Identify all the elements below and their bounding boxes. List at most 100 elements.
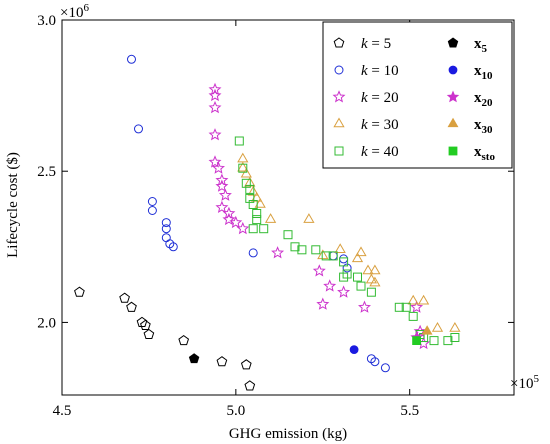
legend-marker-circle	[334, 65, 344, 75]
svg-text:×105: ×105	[510, 373, 539, 392]
data-point-circle	[168, 242, 178, 252]
data-point-square	[443, 336, 453, 346]
data-point-square	[259, 224, 269, 234]
data-points	[74, 54, 461, 391]
data-point-pentagon	[74, 286, 85, 297]
data-point-star	[222, 212, 236, 226]
svg-text:×106: ×106	[60, 2, 89, 21]
data-point-star	[208, 88, 222, 102]
data-point-circle	[248, 248, 258, 258]
data-point-star	[271, 246, 285, 259]
data-point-square	[339, 272, 349, 282]
data-point-pentagon	[216, 356, 228, 367]
data-point-triangle	[431, 321, 444, 332]
data-point-pentagon	[240, 359, 252, 370]
data-point-square	[394, 302, 404, 312]
legend-label: x5	[474, 36, 488, 55]
data-point-square	[238, 163, 248, 173]
legend-marker-triangle-filled	[447, 117, 459, 128]
legend: k = 5 k = 10 k = 20 k = 30 k = 40 x5 x10 x20 x30…	[322, 21, 513, 169]
data-point-pentagon-filled	[188, 353, 200, 364]
data-point-square	[252, 209, 262, 218]
data-point-triangle	[369, 276, 381, 287]
data-point-triangle	[417, 294, 430, 305]
data-point-star	[215, 179, 229, 192]
data-point-square	[429, 336, 439, 346]
data-point-pentagon	[178, 334, 190, 346]
data-point-square	[353, 272, 362, 282]
data-point-square	[356, 281, 366, 291]
data-point-pentagon	[143, 328, 155, 340]
data-point-square	[283, 230, 293, 240]
data-point-star	[218, 188, 232, 201]
y-tick-label: 3.0	[37, 13, 56, 29]
legend-marker-pentagon-filled	[447, 37, 459, 48]
legend-marker-pentagon	[333, 37, 345, 48]
data-point-pentagon	[244, 380, 256, 391]
data-point-square	[321, 251, 331, 261]
data-point-square	[328, 251, 338, 261]
data-point-triangle	[362, 264, 374, 275]
data-point-pentagon	[136, 316, 148, 327]
data-point-star	[208, 100, 222, 114]
legend-box	[322, 21, 513, 169]
legend-label: k = 10	[361, 63, 399, 79]
data-point-star	[215, 200, 229, 214]
data-point-circle	[380, 363, 390, 373]
data-point-circle	[161, 233, 171, 243]
data-point-square	[248, 200, 258, 209]
data-point-square	[252, 215, 262, 225]
data-point-pentagon	[119, 292, 130, 303]
data-point-circle	[147, 197, 157, 206]
data-point-star	[358, 300, 371, 313]
data-point-star	[208, 128, 222, 141]
data-point-square	[248, 224, 258, 234]
data-point-square	[297, 245, 307, 255]
data-point-circle	[127, 54, 136, 64]
data-point-triangle	[303, 213, 315, 223]
data-point-triangle	[351, 252, 364, 263]
data-point-star	[410, 300, 424, 313]
legend-label: x10	[474, 63, 493, 82]
data-point-square-filled	[412, 336, 422, 346]
x-tick-label: 5.0	[226, 403, 245, 419]
legend-label: x30	[474, 117, 493, 136]
axis-ticks: 4.5 5.0 5.5 2.0 2.5 3.0	[37, 13, 514, 419]
legend-marker-square-filled	[448, 146, 458, 156]
x-tick-label: 4.5	[53, 403, 72, 419]
data-point-triangle	[369, 264, 381, 275]
data-point-star	[215, 173, 229, 186]
legend-label: k = 5	[361, 36, 391, 52]
data-point-circle-filled	[349, 345, 359, 355]
data-point-pentagon	[140, 319, 151, 330]
data-point-square	[311, 245, 321, 255]
legend-marker-star	[332, 90, 346, 103]
data-point-triangle-filled	[421, 325, 433, 335]
legend-label: xsto	[474, 144, 495, 163]
data-point-circle	[161, 224, 171, 234]
y-tick-label: 2.0	[37, 315, 56, 331]
data-point-circle	[370, 357, 380, 367]
data-point-star	[212, 161, 225, 174]
data-point-square	[450, 333, 460, 342]
legend-marker-circle-filled	[448, 65, 458, 75]
x-axis-title: GHG emission (kg)	[229, 426, 347, 442]
data-point-circle	[134, 124, 143, 134]
legend-marker-square	[334, 146, 344, 156]
y-axis-multiplier: ×106	[60, 2, 89, 21]
data-point-square	[245, 184, 255, 194]
y-axis-title: Lifecycle cost ($)	[5, 152, 21, 258]
data-point-star	[323, 279, 337, 292]
data-point-square	[290, 242, 300, 252]
legend-label: k = 40	[361, 144, 399, 160]
data-point-triangle	[334, 243, 346, 254]
plot-area: 4.5 5.0 5.5 2.0 2.5 3.0	[37, 13, 515, 419]
legend-marker-star-filled	[446, 90, 460, 103]
data-point-square	[366, 287, 376, 297]
data-point-star	[208, 82, 222, 96]
data-point-square	[339, 257, 349, 267]
data-point-star	[229, 215, 243, 229]
data-point-star	[312, 264, 326, 277]
data-point-square	[245, 193, 255, 203]
data-point-star	[222, 206, 236, 220]
